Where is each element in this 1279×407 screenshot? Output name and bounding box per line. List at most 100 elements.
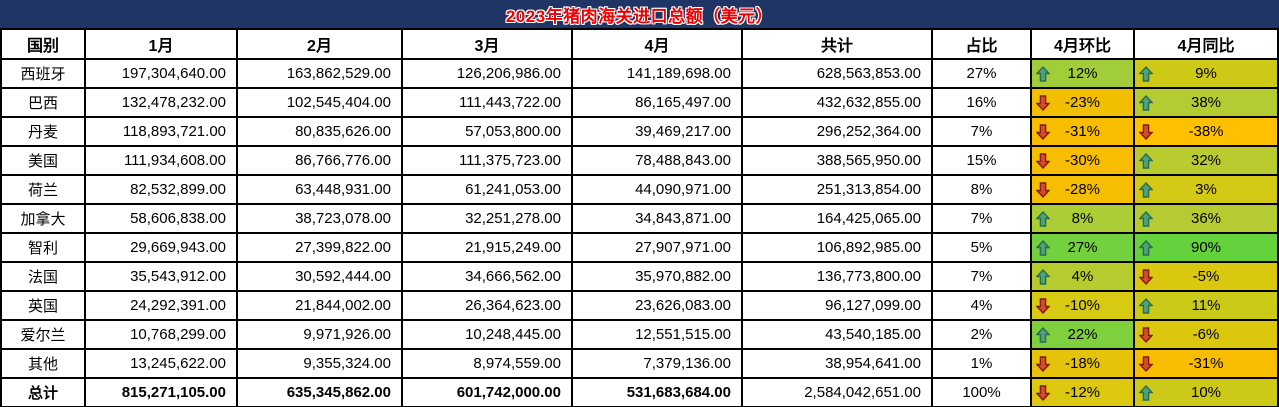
share-percent-cell[interactable]: 2%	[933, 321, 1032, 350]
month-value-cell[interactable]: 23,626,083.00	[573, 292, 743, 321]
mom-trend-cell[interactable]: 27%	[1032, 234, 1135, 263]
month-value-cell[interactable]: 12,551,515.00	[573, 321, 743, 350]
share-percent-cell[interactable]: 7%	[933, 263, 1032, 292]
share-percent-cell[interactable]: 4%	[933, 292, 1032, 321]
column-header-6[interactable]: 占比	[933, 30, 1032, 60]
month-value-cell[interactable]: 531,683,684.00	[573, 379, 743, 407]
country-cell[interactable]: 丹麦	[2, 118, 86, 147]
month-value-cell[interactable]: 27,907,971.00	[573, 234, 743, 263]
month-value-cell[interactable]: 21,915,249.00	[403, 234, 573, 263]
month-value-cell[interactable]: 163,862,529.00	[238, 60, 403, 89]
total-value-cell[interactable]: 106,892,985.00	[743, 234, 933, 263]
month-value-cell[interactable]: 63,448,931.00	[238, 176, 403, 205]
month-value-cell[interactable]: 21,844,002.00	[238, 292, 403, 321]
yoy-trend-cell[interactable]: 9%	[1135, 60, 1279, 89]
yoy-trend-cell[interactable]: 90%	[1135, 234, 1279, 263]
column-header-3[interactable]: 3月	[403, 30, 573, 60]
column-header-7[interactable]: 4月环比	[1032, 30, 1135, 60]
country-cell[interactable]: 爱尔兰	[2, 321, 86, 350]
country-cell[interactable]: 智利	[2, 234, 86, 263]
mom-trend-cell[interactable]: 8%	[1032, 205, 1135, 234]
country-cell[interactable]: 加拿大	[2, 205, 86, 234]
yoy-trend-cell[interactable]: 10%	[1135, 379, 1279, 407]
month-value-cell[interactable]: 601,742,000.00	[403, 379, 573, 407]
month-value-cell[interactable]: 132,478,232.00	[86, 89, 238, 118]
total-value-cell[interactable]: 251,313,854.00	[743, 176, 933, 205]
month-value-cell[interactable]: 61,241,053.00	[403, 176, 573, 205]
total-value-cell[interactable]: 136,773,800.00	[743, 263, 933, 292]
country-cell[interactable]: 其他	[2, 350, 86, 379]
month-value-cell[interactable]: 35,970,882.00	[573, 263, 743, 292]
month-value-cell[interactable]: 58,606,838.00	[86, 205, 238, 234]
mom-trend-cell[interactable]: 12%	[1032, 60, 1135, 89]
total-value-cell[interactable]: 432,632,855.00	[743, 89, 933, 118]
column-header-5[interactable]: 共计	[743, 30, 933, 60]
share-percent-cell[interactable]: 15%	[933, 147, 1032, 176]
column-header-2[interactable]: 2月	[238, 30, 403, 60]
total-value-cell[interactable]: 2,584,042,651.00	[743, 379, 933, 407]
mom-trend-cell[interactable]: 22%	[1032, 321, 1135, 350]
month-value-cell[interactable]: 39,469,217.00	[573, 118, 743, 147]
mom-trend-cell[interactable]: -23%	[1032, 89, 1135, 118]
yoy-trend-cell[interactable]: 32%	[1135, 147, 1279, 176]
yoy-trend-cell[interactable]: -31%	[1135, 350, 1279, 379]
mom-trend-cell[interactable]: -12%	[1032, 379, 1135, 407]
month-value-cell[interactable]: 26,364,623.00	[403, 292, 573, 321]
share-percent-cell[interactable]: 5%	[933, 234, 1032, 263]
month-value-cell[interactable]: 9,355,324.00	[238, 350, 403, 379]
share-percent-cell[interactable]: 7%	[933, 205, 1032, 234]
month-value-cell[interactable]: 38,723,078.00	[238, 205, 403, 234]
country-cell[interactable]: 巴西	[2, 89, 86, 118]
month-value-cell[interactable]: 9,971,926.00	[238, 321, 403, 350]
month-value-cell[interactable]: 27,399,822.00	[238, 234, 403, 263]
month-value-cell[interactable]: 111,375,723.00	[403, 147, 573, 176]
mom-trend-cell[interactable]: -10%	[1032, 292, 1135, 321]
country-cell[interactable]: 英国	[2, 292, 86, 321]
month-value-cell[interactable]: 24,292,391.00	[86, 292, 238, 321]
month-value-cell[interactable]: 7,379,136.00	[573, 350, 743, 379]
country-cell[interactable]: 总计	[2, 379, 86, 407]
month-value-cell[interactable]: 635,345,862.00	[238, 379, 403, 407]
mom-trend-cell[interactable]: -30%	[1032, 147, 1135, 176]
yoy-trend-cell[interactable]: 36%	[1135, 205, 1279, 234]
yoy-trend-cell[interactable]: -5%	[1135, 263, 1279, 292]
total-value-cell[interactable]: 296,252,364.00	[743, 118, 933, 147]
mom-trend-cell[interactable]: 4%	[1032, 263, 1135, 292]
month-value-cell[interactable]: 141,189,698.00	[573, 60, 743, 89]
month-value-cell[interactable]: 80,835,626.00	[238, 118, 403, 147]
month-value-cell[interactable]: 8,974,559.00	[403, 350, 573, 379]
month-value-cell[interactable]: 815,271,105.00	[86, 379, 238, 407]
column-header-4[interactable]: 4月	[573, 30, 743, 60]
country-cell[interactable]: 荷兰	[2, 176, 86, 205]
total-value-cell[interactable]: 43,540,185.00	[743, 321, 933, 350]
column-header-8[interactable]: 4月同比	[1135, 30, 1279, 60]
country-cell[interactable]: 法国	[2, 263, 86, 292]
yoy-trend-cell[interactable]: 3%	[1135, 176, 1279, 205]
month-value-cell[interactable]: 13,245,622.00	[86, 350, 238, 379]
country-cell[interactable]: 西班牙	[2, 60, 86, 89]
month-value-cell[interactable]: 111,443,722.00	[403, 89, 573, 118]
month-value-cell[interactable]: 10,768,299.00	[86, 321, 238, 350]
share-percent-cell[interactable]: 100%	[933, 379, 1032, 407]
yoy-trend-cell[interactable]: 11%	[1135, 292, 1279, 321]
month-value-cell[interactable]: 34,666,562.00	[403, 263, 573, 292]
total-value-cell[interactable]: 628,563,853.00	[743, 60, 933, 89]
mom-trend-cell[interactable]: -28%	[1032, 176, 1135, 205]
column-header-0[interactable]: 国别	[2, 30, 86, 60]
total-value-cell[interactable]: 38,954,641.00	[743, 350, 933, 379]
month-value-cell[interactable]: 82,532,899.00	[86, 176, 238, 205]
mom-trend-cell[interactable]: -18%	[1032, 350, 1135, 379]
country-cell[interactable]: 美国	[2, 147, 86, 176]
mom-trend-cell[interactable]: -31%	[1032, 118, 1135, 147]
month-value-cell[interactable]: 126,206,986.00	[403, 60, 573, 89]
month-value-cell[interactable]: 10,248,445.00	[403, 321, 573, 350]
month-value-cell[interactable]: 57,053,800.00	[403, 118, 573, 147]
total-value-cell[interactable]: 388,565,950.00	[743, 147, 933, 176]
share-percent-cell[interactable]: 27%	[933, 60, 1032, 89]
yoy-trend-cell[interactable]: 38%	[1135, 89, 1279, 118]
month-value-cell[interactable]: 197,304,640.00	[86, 60, 238, 89]
month-value-cell[interactable]: 29,669,943.00	[86, 234, 238, 263]
month-value-cell[interactable]: 118,893,721.00	[86, 118, 238, 147]
yoy-trend-cell[interactable]: -6%	[1135, 321, 1279, 350]
month-value-cell[interactable]: 34,843,871.00	[573, 205, 743, 234]
